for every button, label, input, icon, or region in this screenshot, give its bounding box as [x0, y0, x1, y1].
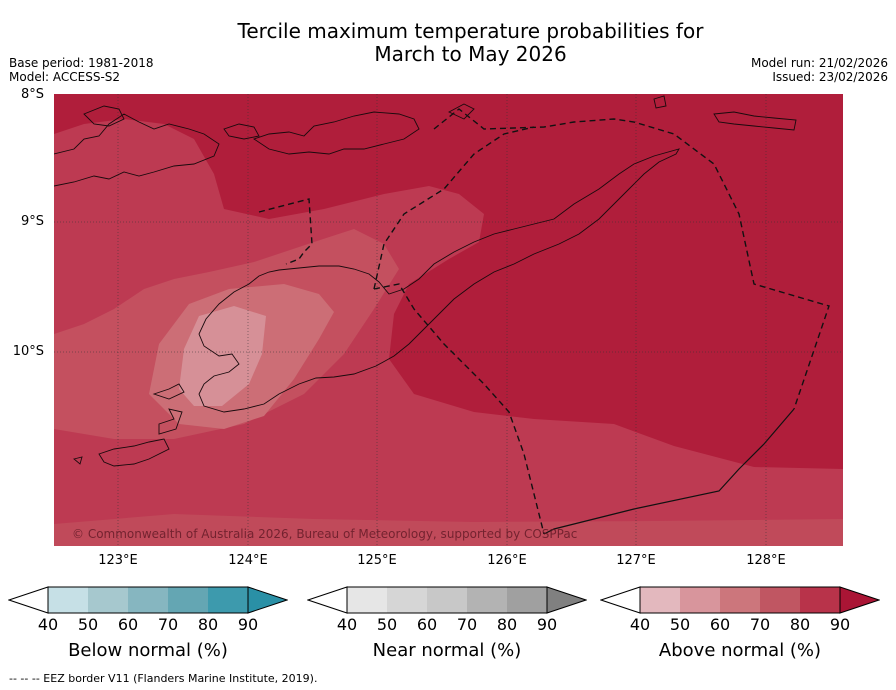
colorbar-above-normal-svg — [599, 586, 881, 614]
colorbar-below-normal — [7, 586, 289, 614]
lon-label-124e: 124°E — [228, 553, 268, 568]
colorbar-above-normal — [599, 586, 881, 614]
above-tick: 90 — [829, 615, 851, 634]
colorbar-below-normal-svg — [7, 586, 289, 614]
near-tick: 60 — [416, 615, 438, 634]
above-tick: 40 — [629, 615, 651, 634]
near-normal-label: Near normal (%) — [372, 640, 522, 661]
copyright-notice: © Commonwealth of Australia 2026, Bureau… — [72, 527, 577, 541]
lon-label-123e: 123°E — [98, 553, 138, 568]
above-normal-label: Above normal (%) — [658, 640, 822, 661]
colorbar-near-normal-svg — [306, 586, 588, 614]
below-tick: 40 — [37, 615, 59, 634]
colorbar-near-normal — [306, 586, 588, 614]
below-tick: 90 — [237, 615, 259, 634]
probability-fill-70-south — [54, 514, 843, 546]
below-tick: 70 — [157, 615, 179, 634]
below-tick: 60 — [117, 615, 139, 634]
below-tick: 50 — [77, 615, 99, 634]
issued-date: Issued: 23/02/2026 — [772, 70, 888, 84]
near-tick: 80 — [496, 615, 518, 634]
lon-label-126e: 126°E — [487, 553, 527, 568]
lat-label-10s: 10°S — [12, 344, 44, 359]
graticule — [54, 94, 843, 546]
near-tick: 40 — [336, 615, 358, 634]
map-panel: © Commonwealth of Australia 2026, Bureau… — [54, 94, 843, 546]
above-tick: 70 — [749, 615, 771, 634]
map-title-line2: March to May 2026 — [374, 42, 567, 66]
lon-label-128e: 128°E — [746, 553, 786, 568]
map-title-line1: Tercile maximum temperature probabilitie… — [237, 19, 704, 43]
eez-border — [258, 108, 830, 535]
near-tick: 50 — [376, 615, 398, 634]
near-tick: 90 — [536, 615, 558, 634]
probability-map: © Commonwealth of Australia 2026, Bureau… — [54, 94, 843, 546]
eez-border-solid — [543, 408, 795, 535]
model-name: Model: ACCESS-S2 — [9, 70, 121, 84]
below-normal-label: Below normal (%) — [68, 640, 228, 661]
below-tick: 80 — [197, 615, 219, 634]
lon-label-127e: 127°E — [616, 553, 656, 568]
lat-label-8s: 8°S — [20, 87, 44, 102]
lat-label-9s: 9°S — [20, 214, 44, 229]
eez-legend-note: -- -- -- EEZ border V11 (Flanders Marine… — [9, 672, 318, 685]
above-tick: 60 — [709, 615, 731, 634]
probability-fill-90-east — [54, 94, 843, 469]
above-tick: 50 — [669, 615, 691, 634]
base-period: Base period: 1981-2018 — [9, 56, 154, 70]
model-run: Model run: 21/02/2026 — [750, 56, 888, 70]
near-tick: 70 — [456, 615, 478, 634]
lon-label-125e: 125°E — [357, 553, 397, 568]
above-tick: 80 — [789, 615, 811, 634]
coastlines — [54, 95, 797, 467]
